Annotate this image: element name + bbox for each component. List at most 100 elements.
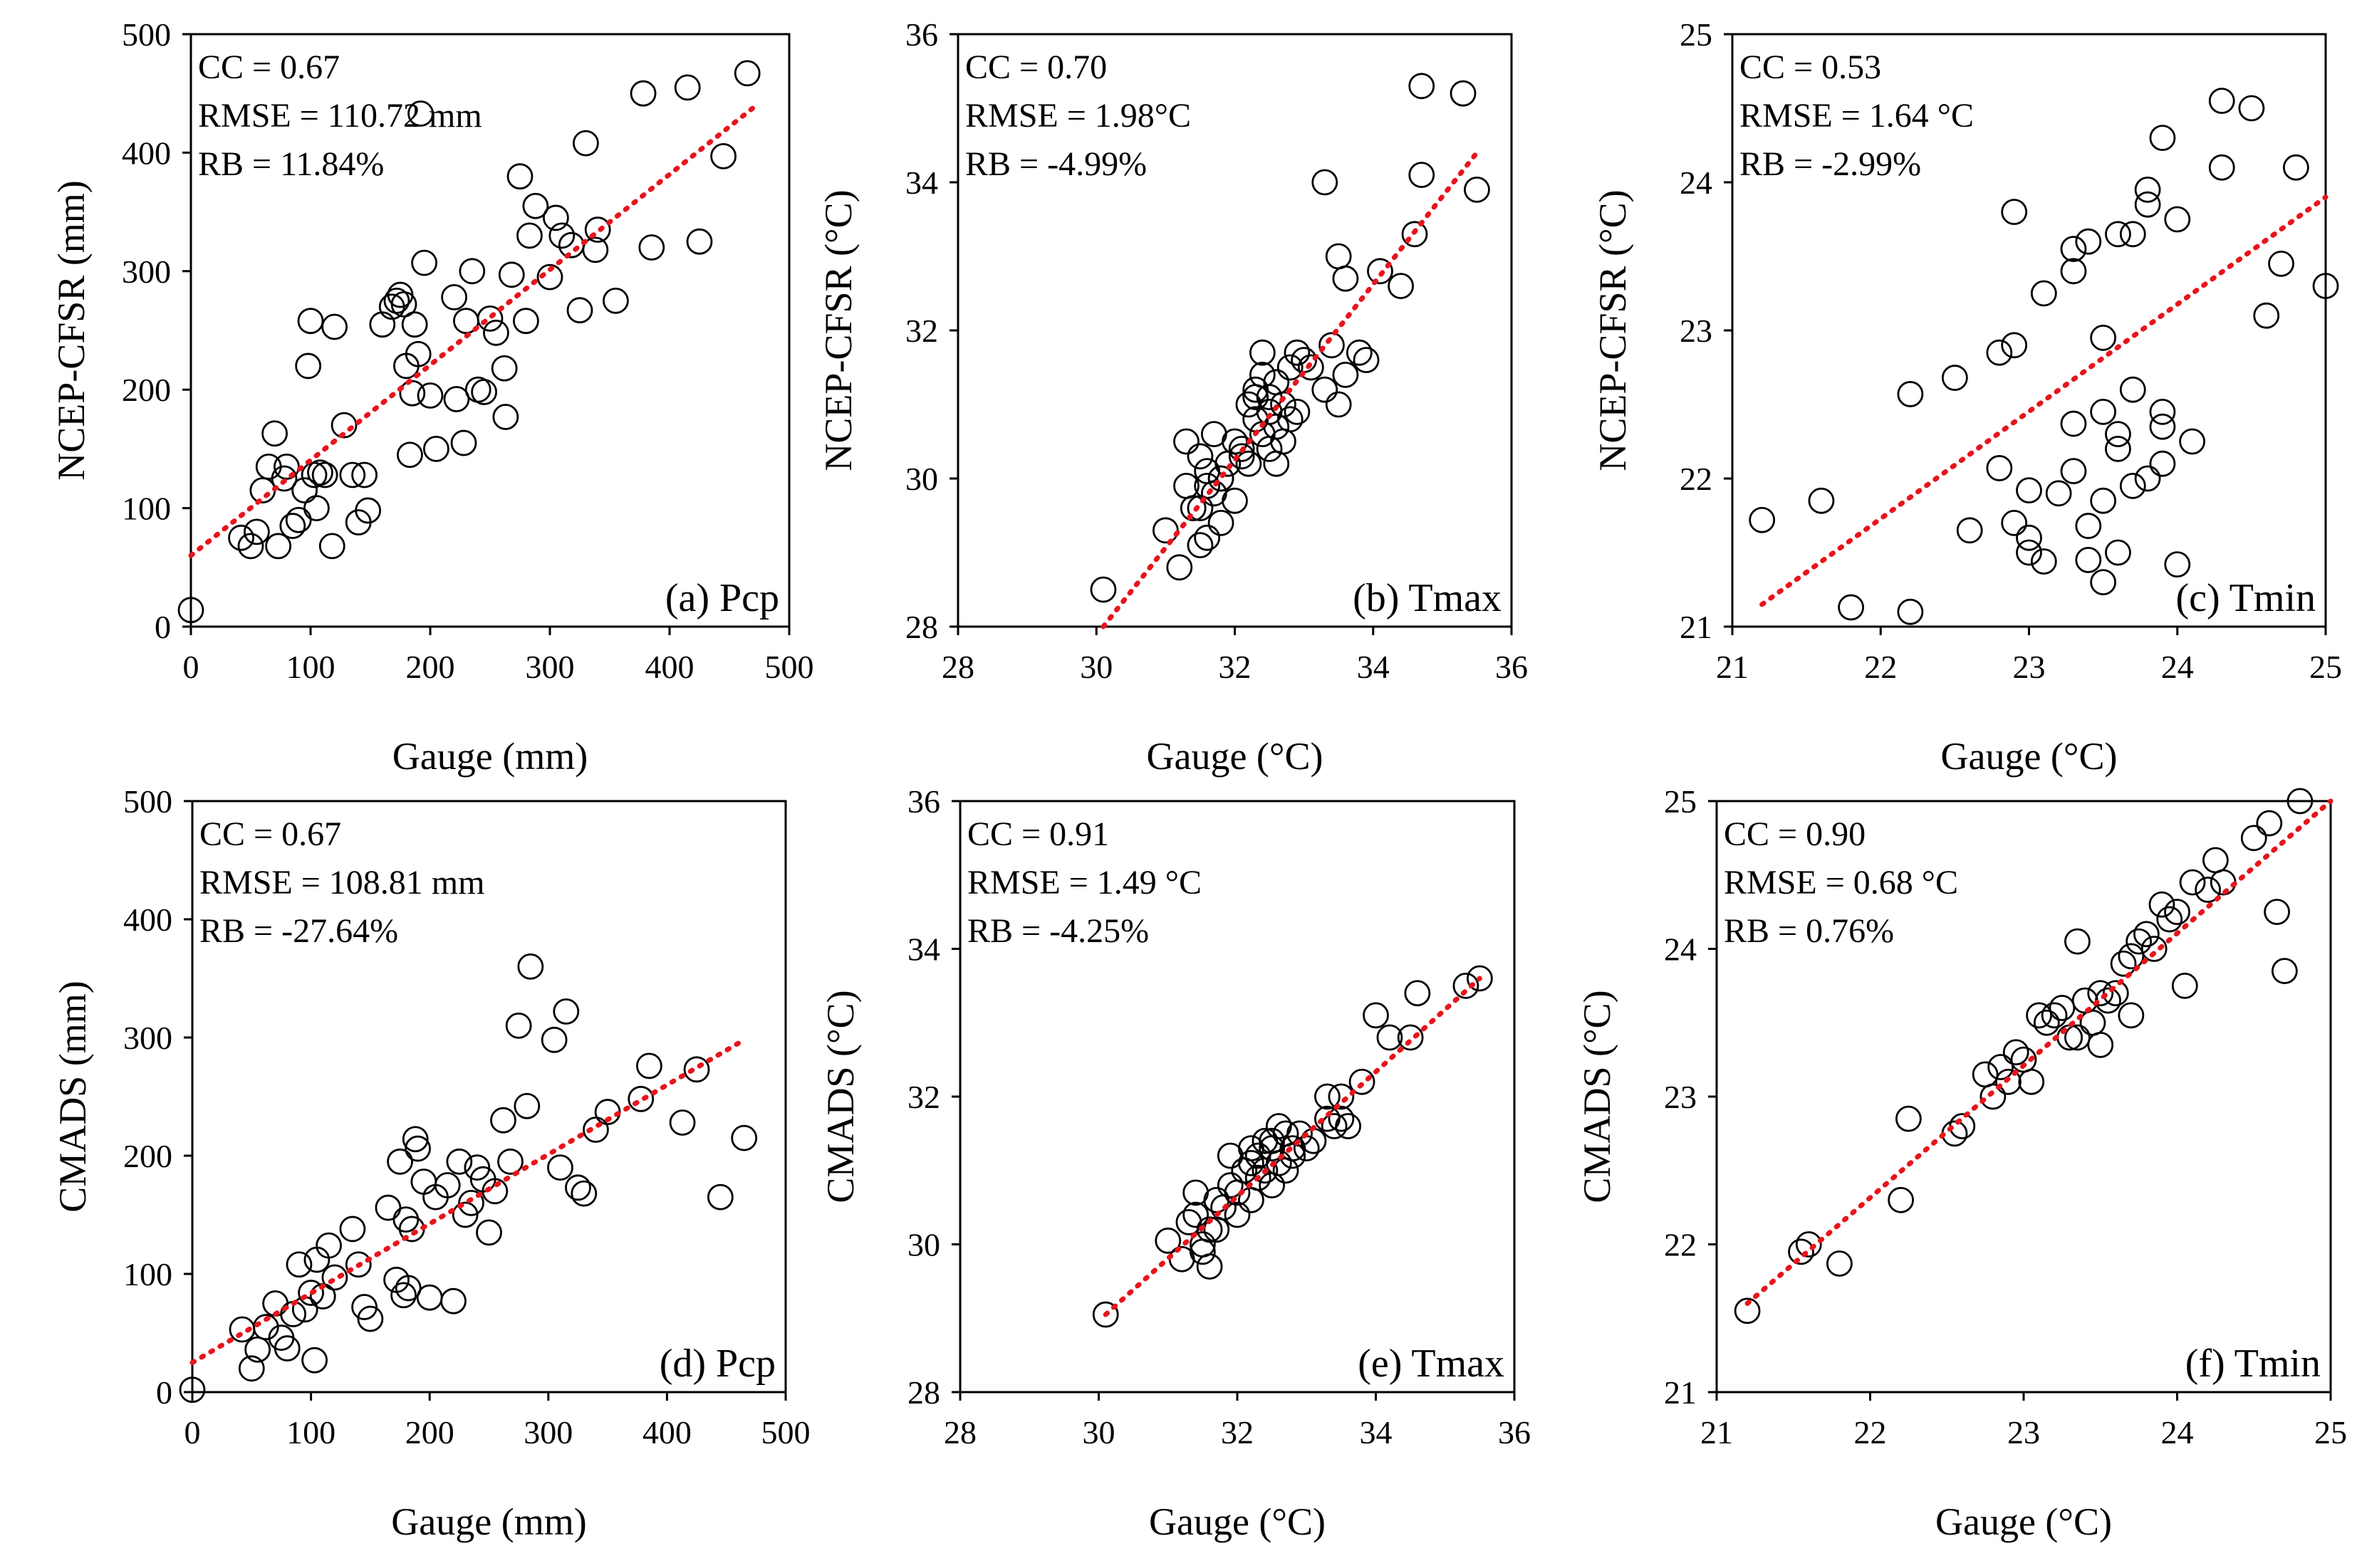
panel-label: (a) Pcp — [665, 576, 779, 620]
data-point — [1972, 1061, 1999, 1088]
data-point — [2060, 236, 2087, 263]
x-tick-label: 22 — [1864, 649, 1897, 685]
data-point — [2030, 548, 2057, 575]
x-tick-label: 24 — [2161, 1414, 2194, 1451]
x-axis-title: Gauge (mm) — [392, 735, 588, 778]
x-tick-label: 300 — [524, 1414, 573, 1451]
x-tick-label: 400 — [642, 1414, 692, 1451]
data-point — [2033, 1009, 2060, 1036]
data-point — [513, 308, 539, 335]
data-point — [375, 1194, 402, 1221]
data-point — [583, 1117, 609, 1143]
data-point — [517, 953, 544, 980]
data-point — [1194, 473, 1221, 499]
data-point — [1314, 1083, 1341, 1110]
data-point — [2001, 199, 2028, 226]
data-point — [1217, 1172, 1244, 1198]
data-point — [2164, 551, 2191, 578]
x-tick-label: 400 — [645, 649, 694, 685]
data-point — [405, 340, 432, 367]
panel-label: (e) Tmax — [1358, 1342, 1504, 1386]
data-point — [1367, 258, 1393, 285]
x-tick-label: 36 — [1495, 649, 1528, 685]
y-tick-label: 300 — [123, 1020, 172, 1056]
stat-line: RMSE = 108.81 mm — [199, 864, 484, 901]
data-point — [387, 1148, 413, 1175]
data-point — [731, 1124, 758, 1151]
data-point — [1404, 980, 1431, 1007]
data-point — [2018, 1068, 2045, 1095]
data-point — [2271, 958, 2298, 985]
data-point — [411, 249, 437, 276]
data-point — [1270, 391, 1296, 418]
data-point — [1450, 80, 1477, 107]
data-point — [244, 1336, 271, 1363]
trendline — [1103, 976, 1482, 1317]
data-point — [345, 1251, 372, 1278]
data-point — [395, 1275, 422, 1302]
trendline — [1744, 798, 2334, 1306]
data-point — [2149, 399, 2176, 425]
data-point — [2090, 487, 2117, 514]
data-point — [402, 1126, 429, 1153]
y-tick-label: 100 — [122, 491, 171, 527]
data-point — [1259, 1127, 1286, 1154]
data-point — [1276, 406, 1304, 433]
data-point — [1187, 532, 1214, 558]
data-point — [1838, 594, 1865, 621]
stat-line: CC = 0.67 — [199, 815, 341, 853]
y-axis-title: NCEP-CFSR (°C) — [817, 189, 860, 471]
data-point — [498, 261, 525, 288]
trendline — [1101, 150, 1479, 629]
trendline — [1759, 194, 2329, 607]
data-point — [1987, 1054, 2014, 1080]
y-tick-label: 28 — [907, 1374, 940, 1411]
data-point — [446, 1148, 473, 1175]
data-point — [1228, 443, 1255, 470]
data-point — [2126, 928, 2153, 955]
data-point — [1956, 517, 1983, 544]
data-point — [1297, 354, 1324, 381]
x-axis-title: Gauge (°C) — [1146, 735, 1323, 778]
x-tick-label: 21 — [1700, 1414, 1733, 1451]
data-point — [1311, 376, 1338, 403]
y-axis-title: NCEP-CFSR (mm) — [50, 180, 93, 481]
x-tick-label: 100 — [286, 649, 335, 685]
data-point — [1353, 347, 1380, 374]
stat-line: RMSE = 1.64 °C — [1739, 97, 1974, 135]
data-point — [536, 263, 563, 291]
x-tick-label: 200 — [405, 1414, 454, 1451]
trendline — [189, 1037, 747, 1365]
data-point — [265, 533, 292, 560]
data-point — [628, 1085, 655, 1112]
data-point — [1224, 1201, 1251, 1228]
data-point — [1180, 495, 1207, 521]
data-point — [2140, 936, 2168, 962]
y-tick-label: 25 — [1680, 16, 1712, 53]
data-point — [238, 1355, 265, 1382]
data-point — [2202, 847, 2229, 874]
y-tick-label: 100 — [123, 1256, 172, 1292]
data-point — [603, 287, 629, 314]
data-point — [2105, 436, 2131, 462]
data-point — [1466, 965, 1493, 992]
data-point — [1979, 1083, 2007, 1110]
data-point — [390, 291, 417, 318]
data-point — [1376, 1024, 1403, 1051]
y-tick-label: 21 — [1664, 1374, 1697, 1411]
x-tick-label: 0 — [184, 1414, 201, 1451]
y-tick-label: 0 — [156, 1374, 172, 1411]
data-point — [2105, 421, 2131, 447]
data-point — [2119, 221, 2146, 248]
data-point — [2060, 258, 2087, 285]
y-tick-label: 36 — [907, 783, 940, 820]
data-point — [318, 533, 345, 560]
data-point — [2075, 513, 2102, 539]
data-point — [1224, 1179, 1251, 1206]
x-tick-label: 500 — [765, 649, 814, 685]
x-tick-label: 23 — [2013, 649, 2046, 685]
data-point — [1795, 1231, 1822, 1258]
data-point — [1749, 506, 1776, 533]
y-tick-label: 22 — [1680, 461, 1712, 497]
data-point — [2087, 980, 2114, 1007]
